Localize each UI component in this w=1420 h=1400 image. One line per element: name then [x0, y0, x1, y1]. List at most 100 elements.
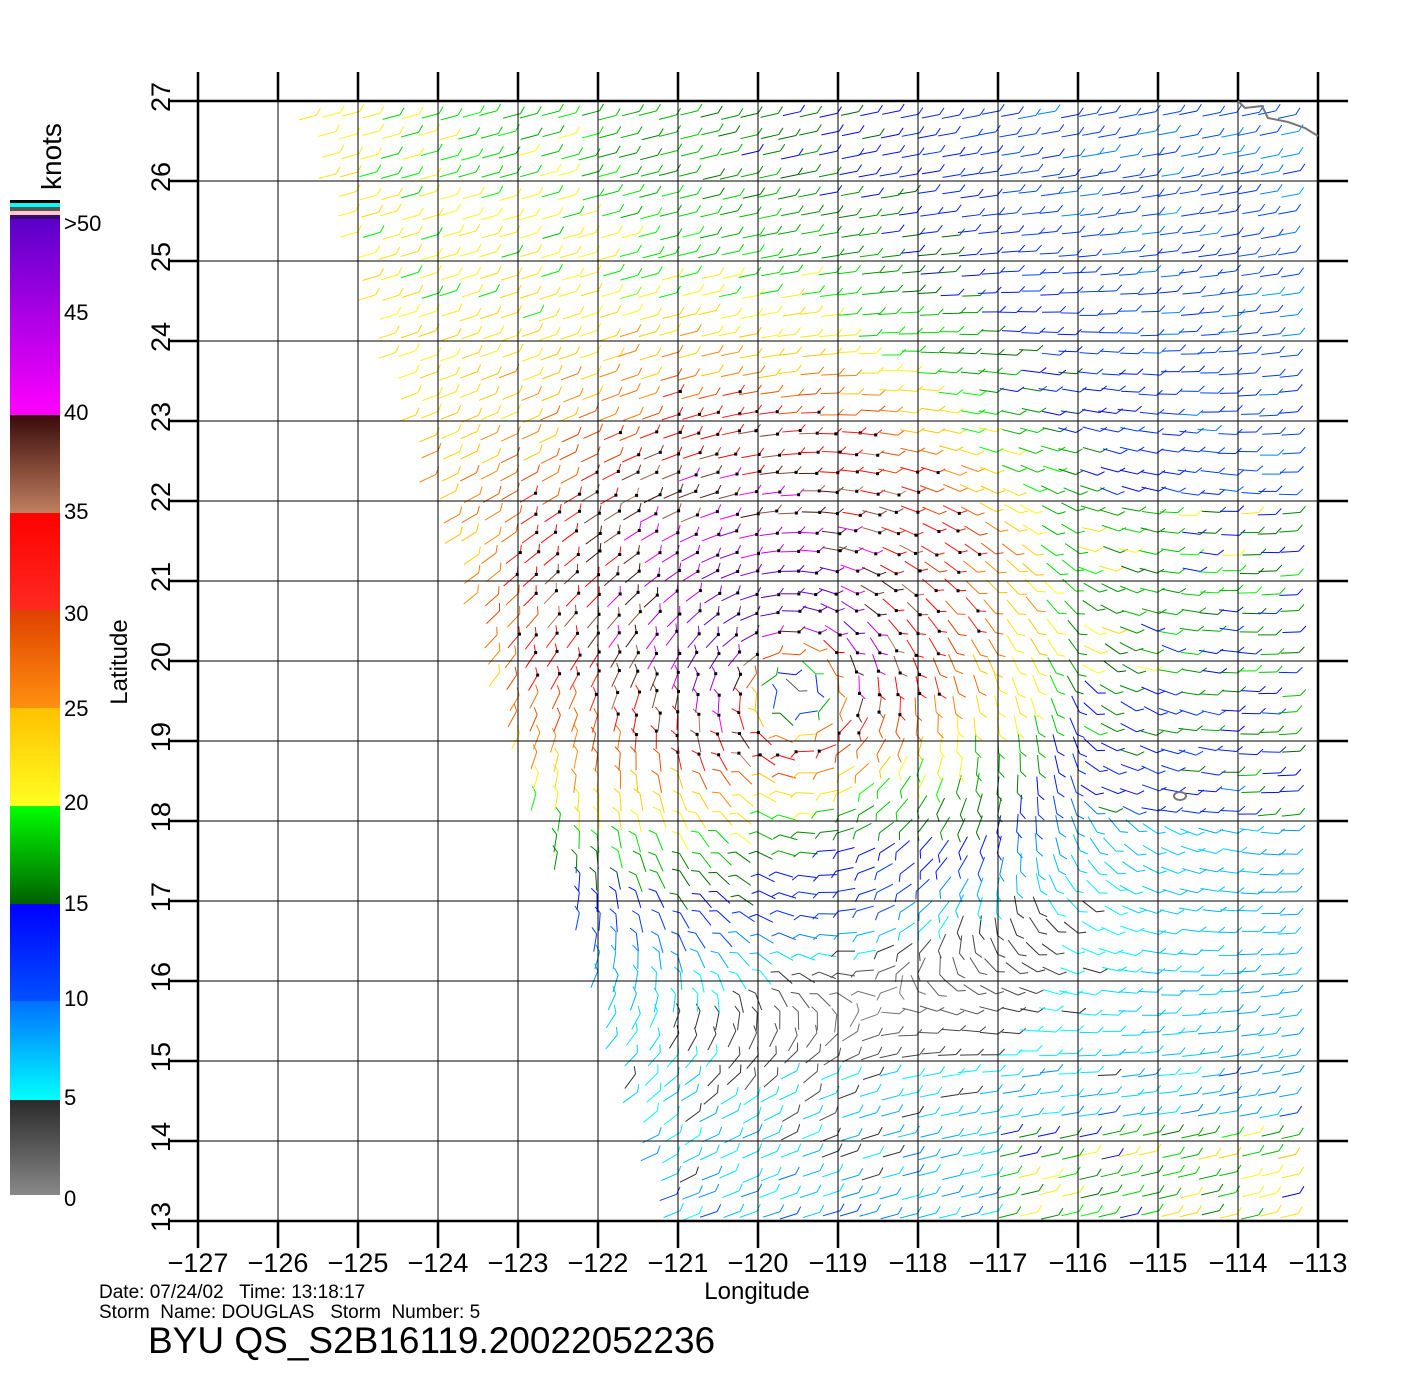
wind-barb	[620, 205, 643, 219]
wind-barb	[605, 1026, 618, 1050]
wind-barb	[507, 626, 522, 649]
wind-barb	[298, 108, 321, 121]
wind-barb	[1122, 861, 1146, 873]
wind-barb	[1038, 386, 1064, 392]
wind-barb	[1220, 165, 1244, 176]
wind-barb	[859, 450, 885, 457]
wind-barb	[439, 366, 461, 381]
wind-barb	[1119, 1045, 1143, 1054]
wind-barb	[421, 106, 444, 119]
wind-barb	[838, 286, 862, 296]
wind-barb	[610, 644, 622, 668]
wind-barb	[978, 1125, 1002, 1136]
wind-barb	[841, 601, 865, 613]
wind-barb	[899, 544, 924, 555]
wind-barb	[964, 525, 988, 536]
wind-barb	[897, 922, 915, 941]
wind-barb	[682, 225, 705, 238]
wind-barb	[1097, 1068, 1122, 1077]
wind-barb	[852, 822, 872, 840]
wind-barb	[529, 707, 538, 732]
wind-barb	[1118, 304, 1143, 312]
wind-barb	[1237, 366, 1262, 375]
wind-barb	[1162, 889, 1188, 896]
wind-barb	[1161, 1205, 1184, 1217]
wind-barb	[1198, 848, 1224, 854]
wind-barb	[504, 504, 523, 523]
wind-barb	[500, 304, 523, 319]
wind-barb	[1120, 585, 1145, 594]
wind-barb	[599, 126, 622, 139]
wind-barb	[1279, 984, 1304, 994]
wind-barb	[628, 830, 642, 853]
wind-barb	[362, 268, 384, 281]
wind-barb	[1261, 587, 1286, 596]
wind-barb	[788, 1027, 798, 1052]
wind-barb	[959, 1008, 985, 1015]
wind-barb	[822, 545, 848, 553]
wind-barb	[1238, 586, 1263, 594]
wind-barb	[459, 307, 482, 322]
wind-barb	[878, 468, 903, 474]
wind-barb	[338, 203, 360, 217]
wind-barb	[639, 506, 659, 523]
wind-barb	[1237, 768, 1262, 777]
wind-barb	[781, 605, 807, 613]
wind-barb	[838, 486, 864, 493]
wind-barb	[817, 427, 842, 436]
wind-barb	[975, 773, 981, 798]
wind-barb	[619, 383, 641, 398]
wind-barb	[1029, 916, 1048, 935]
wind-barb	[1011, 677, 1026, 699]
x-tick-label: −124	[408, 1248, 469, 1278]
wind-barb	[726, 1064, 742, 1086]
wind-barb	[461, 345, 483, 359]
wind-barb	[1179, 625, 1205, 632]
wind-barb	[461, 505, 480, 524]
wind-barb	[802, 626, 828, 635]
wind-barb	[698, 246, 721, 259]
wind-barb	[583, 423, 604, 439]
wind-barb	[612, 806, 622, 831]
wind-barb	[759, 1183, 781, 1198]
wind-barb	[806, 1024, 818, 1048]
wind-barb	[1039, 326, 1065, 333]
wind-barb	[1257, 807, 1282, 817]
wind-barb	[978, 427, 1003, 433]
wind-barb	[739, 1203, 761, 1218]
wind-barb	[1089, 837, 1109, 856]
wind-barb	[822, 1203, 845, 1217]
wind-barb	[879, 430, 905, 436]
wind-barb	[1142, 369, 1167, 376]
wind-barb	[1037, 1125, 1061, 1137]
wind-barb	[1158, 707, 1184, 715]
wind-barb	[521, 524, 539, 544]
wind-barb	[699, 226, 723, 239]
x-tick-label: −121	[648, 1248, 709, 1278]
wind-barb	[999, 1206, 1022, 1219]
wind-barb	[1118, 1005, 1143, 1012]
wind-barb	[997, 735, 1006, 760]
wind-barb	[731, 911, 755, 923]
wind-barb	[500, 426, 521, 442]
wind-barb	[442, 443, 463, 460]
wind-barb	[1177, 1166, 1201, 1178]
wind-barb	[1101, 369, 1126, 376]
wind-barb	[586, 586, 601, 608]
wind-barb	[741, 144, 764, 156]
wind-barb	[941, 246, 965, 256]
wind-barb	[799, 124, 822, 136]
wind-barb	[486, 603, 501, 624]
wind-barb	[1238, 287, 1262, 297]
wind-barb	[1021, 407, 1047, 413]
wind-barb	[1241, 226, 1265, 238]
wind-barb	[959, 484, 985, 493]
wind-barb	[899, 975, 905, 1000]
wind-barb	[1161, 587, 1187, 594]
wind-barb	[1019, 427, 1045, 434]
wind-barb	[994, 917, 1005, 941]
wind-barb	[760, 544, 784, 554]
wind-barb	[720, 365, 744, 378]
wind-barb	[418, 303, 440, 318]
wind-barb	[1260, 164, 1284, 176]
